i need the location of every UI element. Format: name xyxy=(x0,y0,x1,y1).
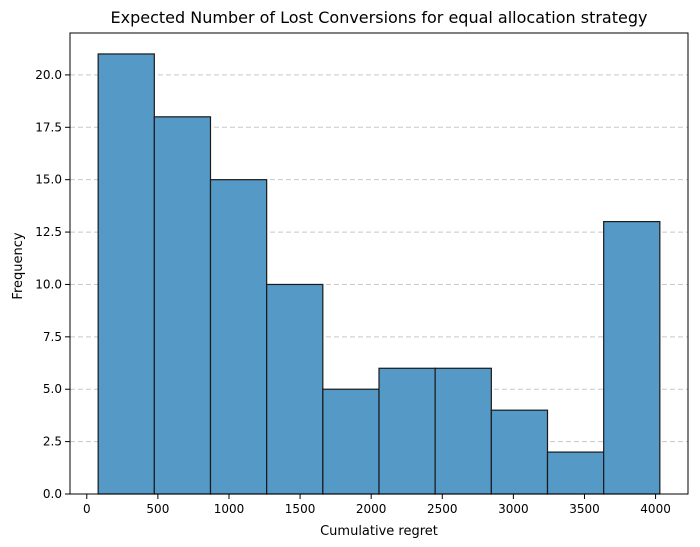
chart-title: Expected Number of Lost Conversions for … xyxy=(111,8,648,27)
y-tick-label: 5.0 xyxy=(43,382,62,396)
axes: 0 500 1000 1500 2000 2500 3000 3500 4000 0.0 2.5 5.… xyxy=(35,32,689,516)
x-tick-label: 2000 xyxy=(356,502,387,516)
y-tick-label: 2.5 xyxy=(43,435,62,449)
histogram-bar xyxy=(322,388,380,495)
x-tick-label: 1000 xyxy=(214,502,245,516)
x-tick-label: 0 xyxy=(83,502,91,516)
histogram-bar xyxy=(378,367,436,495)
y-tick-label: 17.5 xyxy=(35,120,62,134)
histogram-bar xyxy=(603,220,661,495)
y-tick-label: 15.0 xyxy=(35,173,62,187)
histogram-bar xyxy=(434,367,492,495)
bars xyxy=(97,53,661,495)
y-axis-label: Frequency xyxy=(11,232,26,299)
x-axis-label: Cumulative regret xyxy=(320,524,438,539)
plot-frame xyxy=(69,32,689,495)
histogram-bar xyxy=(490,409,549,495)
y-tick-label: 7.5 xyxy=(43,330,62,344)
x-tick-label: 2500 xyxy=(427,502,458,516)
x-tick-label: 4000 xyxy=(640,502,671,516)
y-tick-label: 12.5 xyxy=(35,225,62,239)
y-tick-label: 20.0 xyxy=(35,68,62,82)
x-tick-label: 1500 xyxy=(285,502,316,516)
histogram-bar xyxy=(546,451,605,495)
histogram-bar xyxy=(209,179,268,495)
x-tick-label: 3000 xyxy=(498,502,529,516)
histogram-bar xyxy=(153,116,212,495)
y-tick-label: 0.0 xyxy=(43,487,62,501)
x-tick-label: 500 xyxy=(146,502,169,516)
histogram-bar xyxy=(97,53,155,495)
y-tick-label: 10.0 xyxy=(35,277,62,291)
histogram-bar xyxy=(266,283,324,495)
x-tick-label: 3500 xyxy=(569,502,600,516)
